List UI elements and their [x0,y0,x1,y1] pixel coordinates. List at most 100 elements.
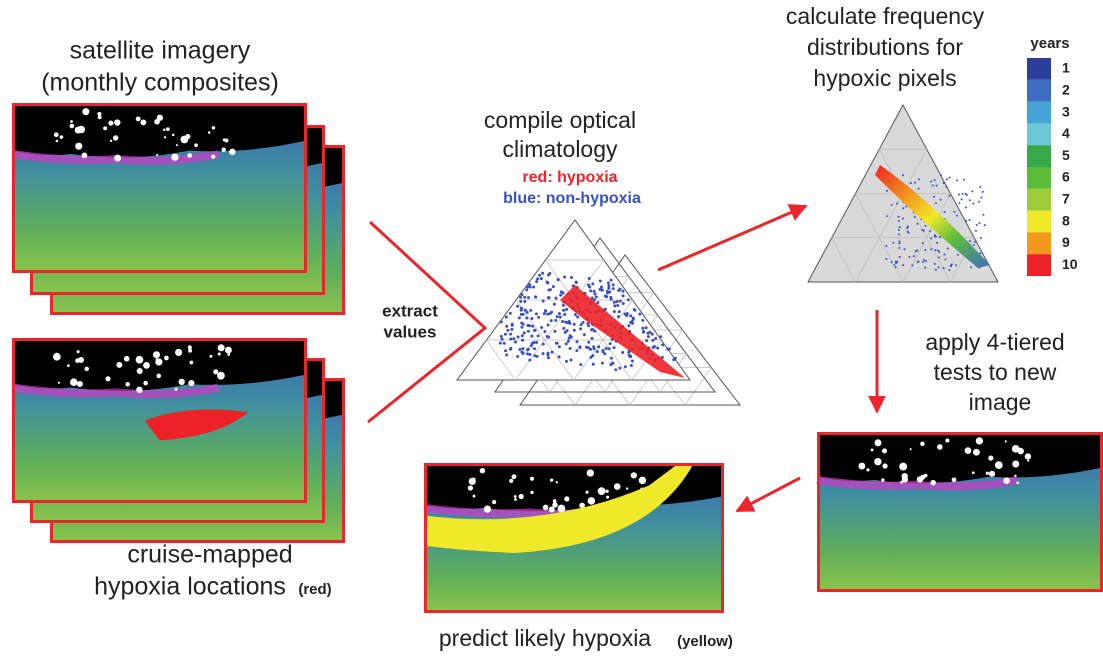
label: hypoxia locations [94,573,286,601]
scatter-dot [561,320,564,323]
map-coast-dot [136,117,141,122]
scatter-dot [573,323,576,326]
scatter-dot [537,334,540,337]
map-coast-dot [509,479,513,483]
scatter-dot [579,327,582,330]
map-coast-dot [103,126,107,130]
map-coast-dot [114,119,120,125]
scatter-dot [914,182,916,184]
map-coast-dot [85,367,89,371]
scatter-dot [535,341,538,344]
map-coast-dot [171,154,178,161]
scatter-dot [969,199,971,201]
scatter-dot [541,272,544,275]
scatter-dot [971,190,973,192]
map-coast-dot [952,477,957,482]
legend-label: 1 [1062,60,1070,76]
scatter-dot [949,177,951,179]
scatter-dot [958,193,960,195]
scatter-dot [956,179,958,181]
scatter-dot [891,261,893,263]
scatter-dot [531,325,534,328]
map-coast-dot [53,353,61,361]
scatter-dot [558,345,561,348]
map-coast-dot [930,480,935,485]
scatter-dot [611,362,614,365]
label: predict likely hypoxia [439,625,651,651]
map-coast-dot [175,349,182,356]
scatter-dot [546,313,549,316]
map [12,338,307,503]
scatter-dot [521,339,524,342]
map-coast-dot [60,135,64,139]
legend-swatch [1027,189,1051,211]
scatter-dot [559,315,562,318]
scatter-dot [547,323,550,326]
map-coast-dot [902,476,908,482]
map-coast-dot [164,136,166,138]
map-coast-dot [166,127,170,131]
scatter-dot [548,272,551,275]
scatter-dot [622,302,625,305]
map-coast-dot [75,143,82,150]
scatter-dot [915,250,917,252]
scatter-dot [509,348,512,351]
scatter-dot [558,355,561,358]
map-coast-dot [185,134,190,139]
scatter-dot [953,211,955,213]
map-coast-dot [588,497,595,504]
scatter-dot [581,321,584,324]
map-coast-dot [143,381,148,386]
map-coast-dot [468,485,473,490]
map-coast-dot [553,499,557,503]
map-coast-dot [140,120,146,126]
scatter-dot [540,277,543,280]
scatter-dot [553,330,556,333]
scatter-dot [573,329,576,332]
scatter-dot [638,313,641,316]
scatter-dot [922,242,924,244]
scatter-dot [533,347,536,350]
label: (monthly composites) [41,69,279,97]
scatter-dot [510,328,513,331]
scatter-dot [583,333,586,336]
map-coast-dot [882,463,887,468]
map-coast-dot [874,458,881,465]
scatter-dot [563,313,566,316]
map-coast-dot [110,140,112,142]
legend-swatch [1027,167,1051,189]
map-coast-dot [1003,477,1010,484]
scatter-dot [517,335,520,338]
scatter-dot [944,211,946,213]
scatter-dot [613,346,616,349]
scatter-dot [642,331,645,334]
scatter-dot [943,182,945,184]
scatter-dot [535,312,538,315]
scatter-dot [521,334,524,337]
scatter-dot [899,256,901,258]
scatter-dot [562,304,565,307]
scatter-dot [958,202,960,204]
map-coast-dot [221,147,225,151]
scatter-dot [932,184,934,186]
map-coast-dot [988,455,993,460]
scatter-dot [929,230,931,232]
map-coast-dot [77,350,80,353]
scatter-dot [948,269,950,271]
map-coast-dot [937,444,943,450]
map-coast-dot [945,439,949,443]
map-coast-dot [549,507,555,513]
scatter-dot [641,327,644,330]
map-coast-dot [210,355,213,358]
scatter-dot [597,345,600,348]
scatter-dot [565,308,568,311]
scatter-dot [905,205,907,207]
map-coast-dot [225,347,232,354]
scatter-dot [600,285,603,288]
map-coast-dot [564,496,569,501]
map-coast-dot [492,500,496,504]
scatter-dot [615,300,618,303]
scatter-dot [523,300,526,303]
scatter-dot [965,220,967,222]
map-coast-dot [550,478,553,481]
